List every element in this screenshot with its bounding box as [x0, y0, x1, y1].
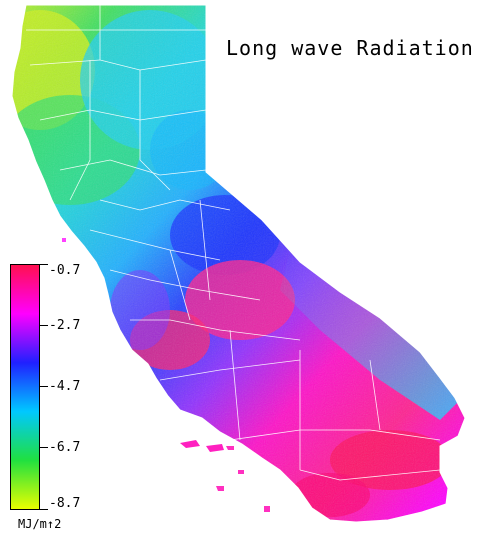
- legend-tick: [40, 509, 48, 510]
- legend-label-max: -0.7: [49, 263, 81, 278]
- legend-tick: [40, 386, 48, 387]
- legend-label-min: -8.7: [49, 496, 81, 511]
- legend-tick: [40, 447, 48, 448]
- legend-label: -6.7: [49, 440, 81, 455]
- channel-islands: [180, 440, 270, 512]
- legend-tick: [40, 264, 48, 265]
- map-title: Long wave Radiation: [226, 36, 474, 60]
- legend-label: -2.7: [49, 318, 81, 333]
- legend-tick: [40, 325, 48, 326]
- bay-island: [62, 238, 66, 242]
- legend-label: -4.7: [49, 379, 81, 394]
- legend-unit: MJ/m↑2: [18, 517, 62, 531]
- color-legend-bar: [10, 264, 40, 510]
